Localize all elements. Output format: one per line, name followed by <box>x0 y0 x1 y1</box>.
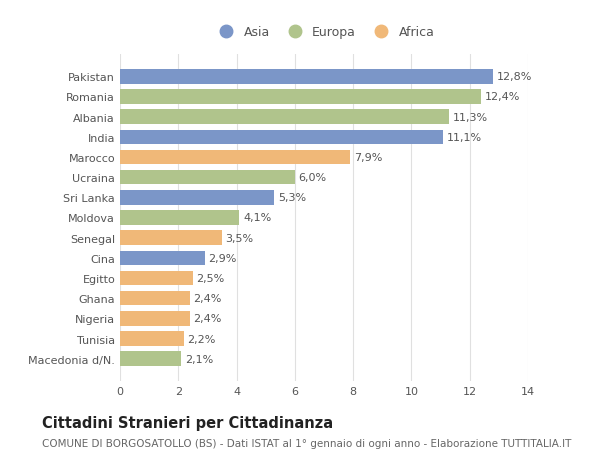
Bar <box>120 171 295 185</box>
Text: 11,1%: 11,1% <box>447 133 482 142</box>
Text: 5,3%: 5,3% <box>278 193 306 203</box>
Text: COMUNE DI BORGOSATOLLO (BS) - Dati ISTAT al 1° gennaio di ogni anno - Elaborazio: COMUNE DI BORGOSATOLLO (BS) - Dati ISTAT… <box>42 438 571 448</box>
Bar <box>120 291 190 306</box>
Bar <box>120 70 493 84</box>
Bar <box>120 271 193 285</box>
Bar <box>120 110 449 125</box>
Bar <box>120 190 274 205</box>
Text: 7,9%: 7,9% <box>354 153 382 162</box>
Text: 2,2%: 2,2% <box>188 334 216 344</box>
Text: 2,4%: 2,4% <box>193 294 222 303</box>
Text: 12,8%: 12,8% <box>497 72 532 82</box>
Text: 2,5%: 2,5% <box>196 274 224 283</box>
Bar <box>120 311 190 326</box>
Bar <box>120 231 222 246</box>
Text: 6,0%: 6,0% <box>298 173 326 183</box>
Text: 3,5%: 3,5% <box>226 233 254 243</box>
Bar <box>120 151 350 165</box>
Text: 11,3%: 11,3% <box>453 112 488 123</box>
Text: 4,1%: 4,1% <box>243 213 271 223</box>
Legend: Asia, Europa, Africa: Asia, Europa, Africa <box>210 22 438 43</box>
Text: 2,4%: 2,4% <box>193 313 222 324</box>
Bar <box>120 352 181 366</box>
Bar <box>120 90 481 105</box>
Bar <box>120 211 239 225</box>
Bar <box>120 130 443 145</box>
Text: 2,1%: 2,1% <box>185 354 213 364</box>
Bar <box>120 251 205 265</box>
Text: 12,4%: 12,4% <box>485 92 520 102</box>
Text: Cittadini Stranieri per Cittadinanza: Cittadini Stranieri per Cittadinanza <box>42 415 333 431</box>
Text: 2,9%: 2,9% <box>208 253 236 263</box>
Bar <box>120 331 184 346</box>
